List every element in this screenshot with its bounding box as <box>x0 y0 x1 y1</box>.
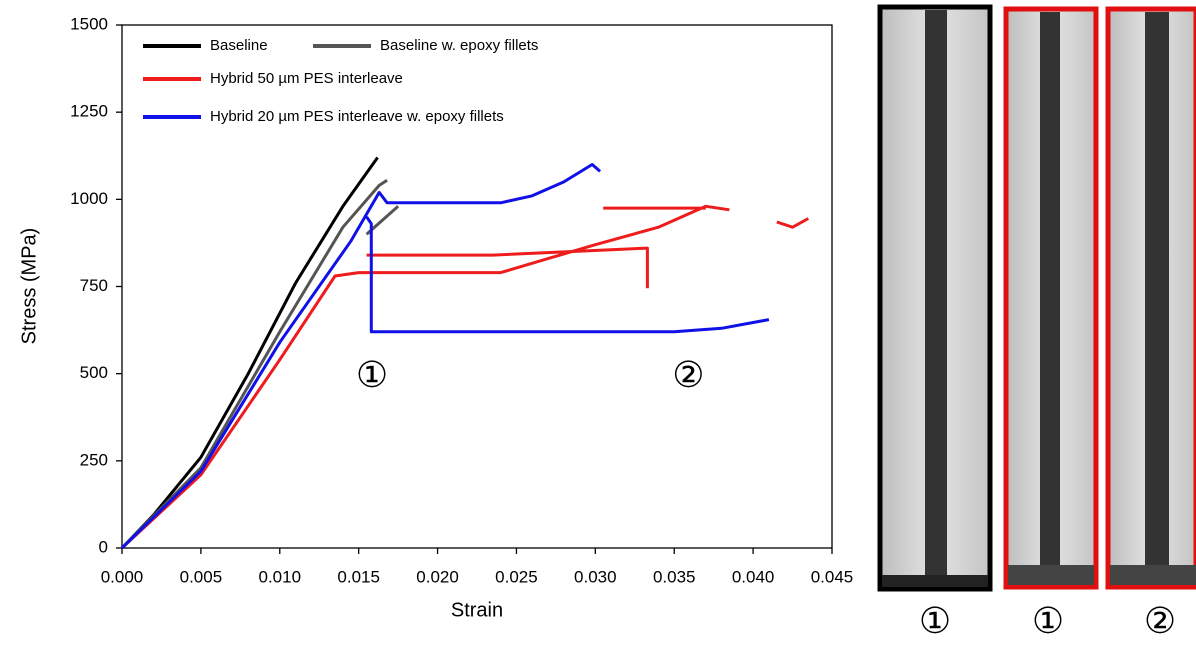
series-line <box>120 204 810 550</box>
series-line <box>120 156 379 550</box>
x-tick-label: 0.015 <box>337 567 380 586</box>
annotation: ① <box>356 355 388 396</box>
legend-label: Baseline w. epoxy fillets <box>380 37 538 54</box>
x-tick-label: 0.025 <box>495 567 538 586</box>
x-tick-label: 0.005 <box>180 567 223 586</box>
y-tick-label: 1500 <box>70 14 108 33</box>
legend-label: Baseline <box>210 37 268 54</box>
x-tick-label: 0.020 <box>416 567 459 586</box>
y-tick-label: 250 <box>80 450 108 469</box>
photo-label: ① <box>919 601 951 642</box>
y-tick-label: 1250 <box>70 102 108 121</box>
x-tick-label: 0.045 <box>811 567 854 586</box>
y-tick-label: 750 <box>80 276 108 295</box>
grip <box>882 575 988 587</box>
y-tick-label: 500 <box>80 363 108 382</box>
legend-label: Hybrid 20 µm PES interleave w. epoxy fil… <box>210 108 504 125</box>
y-tick-label: 1000 <box>70 189 108 208</box>
y-axis-label: Stress (MPa) <box>18 228 40 345</box>
photos <box>877 4 1196 592</box>
x-tick-label: 0.040 <box>732 567 775 586</box>
photo-label: ② <box>1144 601 1176 642</box>
x-axis-label: Strain <box>451 599 503 621</box>
y-tick-label: 0 <box>99 537 108 556</box>
grip <box>1008 565 1094 585</box>
specimen <box>925 10 947 580</box>
photo-label: ① <box>1032 601 1064 642</box>
x-tick-label: 0.035 <box>653 567 696 586</box>
series-line <box>120 163 770 550</box>
x-tick-label: 0.000 <box>101 567 144 586</box>
x-tick-label: 0.030 <box>574 567 617 586</box>
specimen <box>1145 12 1169 582</box>
legend-label: Hybrid 50 µm PES interleave <box>210 70 403 87</box>
specimen <box>1040 12 1060 582</box>
plot-frame <box>121 24 833 549</box>
annotation: ② <box>672 355 704 396</box>
grip <box>1110 565 1196 585</box>
x-tick-label: 0.010 <box>259 567 302 586</box>
